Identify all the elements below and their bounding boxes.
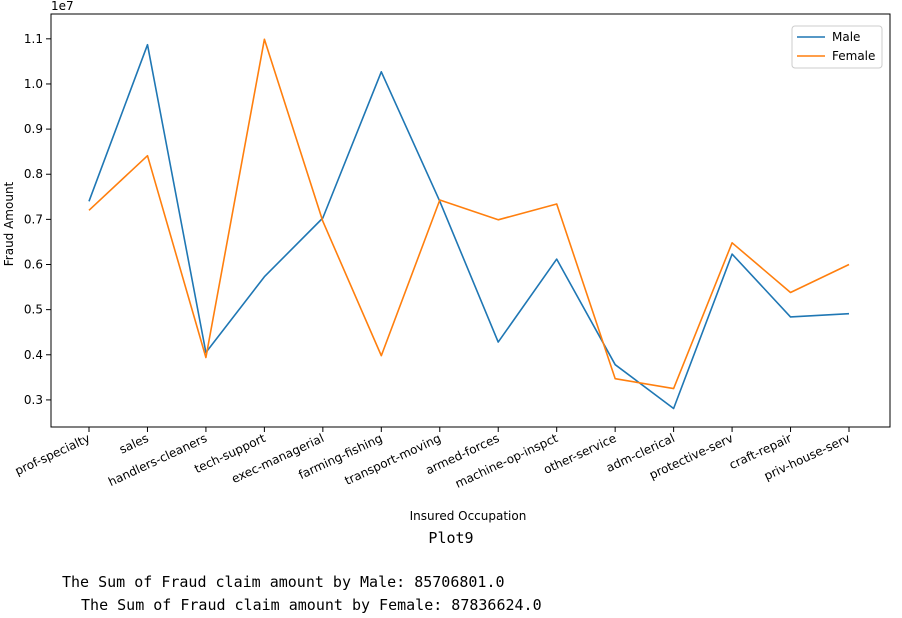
series-lines [88,38,850,410]
y-axis-label: Fraud Amount [2,181,16,266]
x-axis-ticks: prof-specialty saleshandlers-cleanerstech… [13,427,852,491]
legend-male-label: Male [832,30,860,44]
x-tick-label: sales [117,431,151,457]
y-tick-label: 0.8 [24,167,43,181]
y-tick-label: 0.9 [24,122,43,136]
series-line-female [88,38,850,390]
y-tick-label: 0.3 [24,393,43,407]
legend: Male Female [791,25,883,69]
line-chart: 0.3 0.4 0.5 0.6 0.7 0.8 0.9 1.0 1.1 prof-special… [2,0,891,523]
y-tick-label: 1.1 [24,32,43,46]
y-tick-label: 0.4 [24,348,43,362]
male-sum-output: The Sum of Fraud claim amount by Male: 8… [62,573,505,591]
series-line-male [88,43,850,410]
x-axis-label: Insured Occupation [410,509,527,523]
plot-frame [50,13,891,428]
y-axis-ticks: 0.3 0.4 0.5 0.6 0.7 0.8 0.9 1.0 1.1 [24,32,51,407]
x-tick-label: handlers-cleaners [106,431,209,489]
y-tick-label: 0.6 [24,258,43,272]
plot-caption: Plot9 [428,529,474,547]
x-tick-label: machine-op-inspct [453,431,560,491]
y-scale-label: 1e7 [51,0,74,13]
x-tick-label: transport-moving [342,431,443,488]
y-tick-label: 0.7 [24,212,43,226]
female-sum-output: The Sum of Fraud claim amount by Female:… [72,596,542,614]
x-tick-label: prof-specialty [13,431,93,478]
y-tick-label: 1.0 [24,77,43,91]
legend-female-label: Female [832,49,875,63]
y-tick-label: 0.5 [24,303,43,317]
